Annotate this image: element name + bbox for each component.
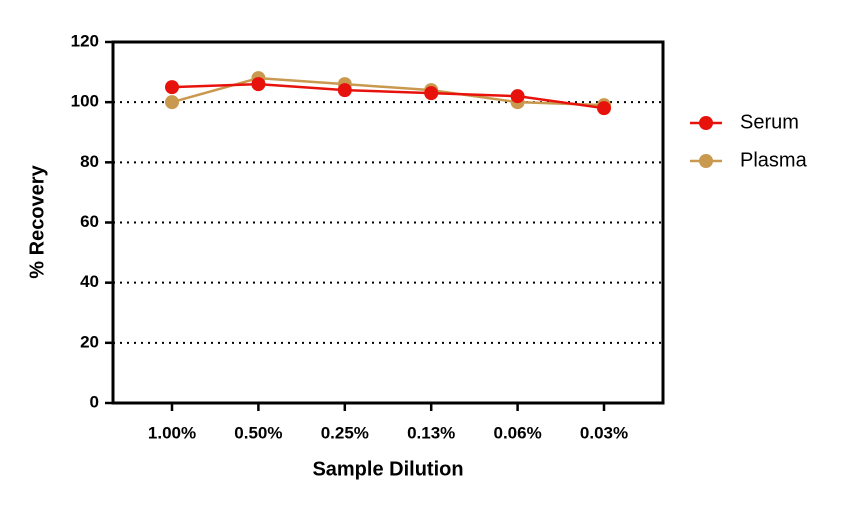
point [424,86,439,101]
x-tick-label: 0.03% [580,423,628,442]
point [510,89,525,104]
legend-label: Serum [740,111,799,133]
y-axis-title: % Recovery [26,164,48,278]
legend-marker [699,116,713,130]
y-tick-label: 80 [80,152,99,171]
y-tick-label: 40 [80,272,99,291]
y-tick-label: 60 [80,212,99,231]
x-tick-label: 0.13% [407,423,455,442]
x-tick-label: 0.25% [321,423,369,442]
point [337,83,352,98]
point [165,95,179,110]
plot-frame [111,40,665,405]
legend-label: Plasma [740,149,808,171]
x-tick-label: 0.50% [234,423,282,442]
x-axis-title: Sample Dilution [312,458,463,480]
series-line [171,82,605,110]
y-tick-label: 0 [90,392,99,411]
y-tick-label: 120 [71,31,99,50]
point [251,77,266,92]
legend-marker [699,154,713,168]
x-tick-label: 0.06% [493,423,541,442]
x-tick-label: 1.00% [148,423,196,442]
point [165,80,179,95]
series-line [171,76,605,107]
y-tick-label: 20 [80,332,99,351]
y-tick-label: 100 [71,92,99,111]
point [597,101,611,116]
